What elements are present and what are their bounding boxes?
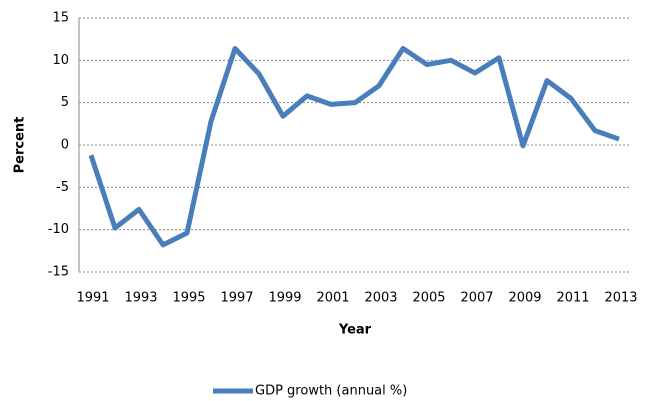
y-tick-label: -15 [48, 265, 69, 280]
x-tick-label: 1995 [172, 291, 205, 306]
y-tick-label: 15 [52, 11, 69, 26]
y-tick-label: 10 [52, 53, 69, 68]
y-tick-label: -5 [56, 180, 69, 195]
x-tick-label: 2011 [556, 291, 589, 306]
x-tick-label: 1991 [76, 291, 109, 306]
x-tick-label: 2009 [508, 291, 541, 306]
y-axis-title: Percent [13, 117, 28, 174]
x-tick-label: 2003 [364, 291, 397, 306]
y-tick-label: -10 [48, 222, 69, 237]
y-tick-label: 0 [61, 138, 69, 153]
x-tick-label: 2001 [316, 291, 349, 306]
data-line [88, 45, 620, 248]
x-tick-label: 1999 [268, 291, 301, 306]
x-tick-label: 2013 [604, 291, 637, 306]
x-tick-label: 2007 [460, 291, 493, 306]
legend-label: GDP growth (annual %) [255, 384, 407, 399]
y-tick-label: 5 [61, 95, 69, 110]
x-tick-label: 2005 [412, 291, 445, 306]
x-tick-label: 1997 [220, 291, 253, 306]
x-axis-title: Year [338, 323, 372, 338]
x-tick-label: 1993 [124, 291, 157, 306]
